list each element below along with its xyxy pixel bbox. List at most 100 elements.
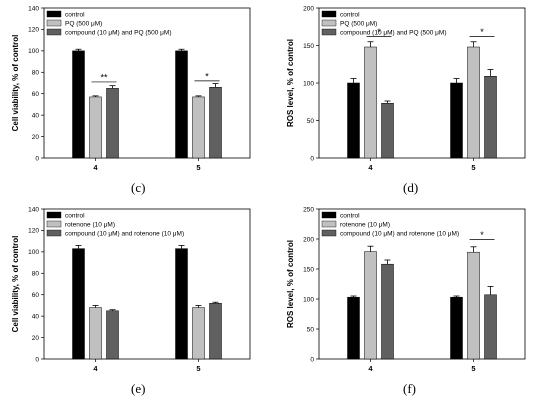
y-tick-label: 120	[28, 228, 39, 235]
y-tick-label: 50	[307, 118, 315, 125]
y-tick-label: 0	[310, 356, 314, 363]
legend-swatch	[46, 229, 62, 237]
y-tick-label: 100	[28, 249, 39, 256]
x-tick-label: 4	[368, 163, 373, 172]
legend-swatch	[46, 211, 62, 219]
x-tick-label: 5	[196, 364, 200, 373]
x-tick-label: 4	[93, 163, 98, 172]
legend-swatch	[46, 19, 62, 27]
bar	[175, 248, 188, 360]
plot-frame	[43, 7, 251, 159]
bar	[209, 303, 222, 360]
bar	[106, 88, 119, 159]
y-tick-label: 40	[32, 313, 40, 320]
bar	[175, 50, 188, 159]
legend-swatch	[321, 10, 337, 18]
bar	[192, 96, 205, 159]
bar	[89, 307, 102, 360]
legend-swatch	[321, 229, 337, 237]
y-tick-label: 140	[28, 5, 39, 12]
x-tick-label: 4	[93, 364, 98, 373]
y-tick-label: 150	[303, 43, 314, 50]
legend-swatch	[321, 19, 337, 27]
y-tick-label: 20	[32, 134, 40, 141]
bar	[381, 103, 394, 159]
legend-swatch	[46, 10, 62, 18]
legend-label: control	[340, 213, 360, 220]
significance-label: **	[100, 72, 108, 82]
bar	[106, 310, 119, 360]
bar	[467, 46, 480, 159]
panel-label-f: (f)	[403, 381, 416, 396]
x-tick-label: 5	[196, 163, 200, 172]
y-tick-label: 150	[303, 266, 314, 273]
bar	[89, 96, 102, 159]
significance-label: *	[205, 71, 209, 81]
y-tick-label: 100	[28, 48, 39, 55]
legend-label: compound (10 μM) and PQ (500 μM)	[340, 30, 446, 37]
legend-swatch	[321, 28, 337, 36]
y-tick-label: 200	[303, 5, 314, 12]
x-tick-label: 5	[471, 364, 475, 373]
bar	[192, 307, 205, 360]
bar	[364, 46, 377, 159]
y-tick-label: 20	[32, 335, 40, 342]
bar	[209, 87, 222, 159]
y-axis-label: ROS level, % of control	[286, 240, 295, 328]
y-tick-label: 200	[303, 236, 314, 243]
y-tick-label: 100	[303, 80, 314, 87]
y-axis-label: Cell viability, % of control	[11, 35, 20, 132]
legend-swatch	[46, 220, 62, 228]
significance-label: *	[480, 27, 484, 37]
legend-swatch	[321, 220, 337, 228]
legend-label: compound (10 μM) and PQ (500 μM)	[65, 30, 171, 37]
legend-label: control	[65, 213, 85, 220]
bar	[347, 82, 360, 159]
significance-label: *	[480, 230, 484, 240]
chart-e: 0 20 40 60 80 100 120 140 Cell viability, % of c…	[11, 206, 251, 373]
bar	[484, 294, 497, 360]
bar	[347, 296, 360, 360]
bar	[484, 76, 497, 159]
y-tick-label: 60	[32, 91, 40, 98]
y-tick-label: 50	[307, 326, 315, 333]
y-tick-label: 80	[32, 70, 40, 77]
bar	[467, 251, 480, 360]
legend-label: control	[340, 12, 360, 19]
bar	[72, 50, 85, 159]
y-axis-label: Cell viability, % of control	[11, 236, 20, 333]
y-axis-label: ROS level, % of control	[286, 39, 295, 127]
significance-label: *	[377, 27, 381, 37]
x-tick-label: 4	[368, 364, 373, 373]
plot-frame	[318, 208, 526, 360]
y-tick-label: 0	[35, 356, 39, 363]
panel-label-e: (e)	[131, 381, 146, 396]
y-tick-label: 60	[32, 292, 40, 299]
y-tick-label: 0	[35, 155, 39, 162]
panel-e: 0 20 40 60 80 100 120 140 Cell viability, % of c…	[0, 201, 275, 402]
y-tick-label: 0	[310, 155, 314, 162]
panel-c: 0 20 40 60 80 100 120 140 Cell viability, % of c…	[0, 0, 275, 201]
bar	[381, 263, 394, 360]
plot-frame	[43, 208, 251, 360]
panel-d: 0 50 100 150 200 ROS level, % of control 4 5 * * c…	[275, 0, 550, 201]
bar	[72, 248, 85, 360]
legend-swatch	[46, 28, 62, 36]
legend-label: PQ (500 μM)	[65, 21, 102, 28]
legend-swatch	[321, 211, 337, 219]
legend-label: PQ (500 μM)	[340, 21, 377, 28]
panel-label-c: (c)	[131, 180, 146, 195]
legend-label: control	[65, 12, 85, 19]
bar	[450, 296, 463, 360]
y-tick-label: 120	[28, 27, 39, 34]
y-tick-label: 100	[303, 296, 314, 303]
y-tick-label: 140	[28, 206, 39, 213]
legend-label: compound (10 μM) and rotenone (10 μM)	[340, 231, 459, 238]
x-tick-label: 5	[471, 163, 475, 172]
legend-label: rotenone (10 μM)	[340, 222, 390, 229]
y-tick-label: 250	[303, 206, 314, 213]
y-tick-label: 80	[32, 271, 40, 278]
bar	[450, 82, 463, 159]
chart-c: 0 20 40 60 80 100 120 140 Cell viability, % of c…	[11, 5, 251, 172]
